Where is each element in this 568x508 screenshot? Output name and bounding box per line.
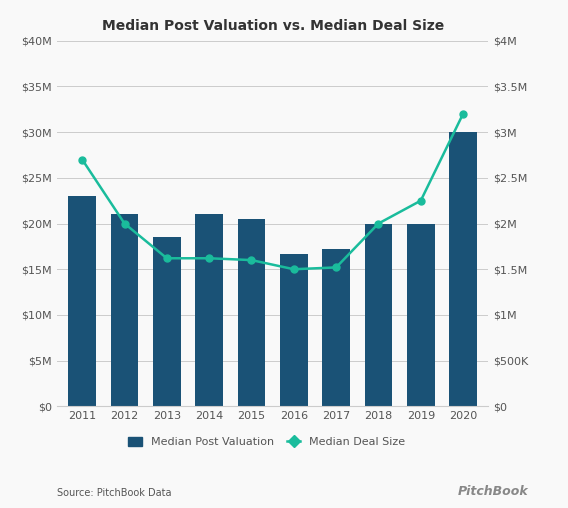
Text: PitchBook: PitchBook — [457, 485, 528, 498]
Legend: Median Post Valuation, Median Deal Size: Median Post Valuation, Median Deal Size — [124, 432, 410, 452]
Bar — [153, 237, 181, 406]
Title: Median Post Valuation vs. Median Deal Size: Median Post Valuation vs. Median Deal Si… — [102, 18, 444, 33]
Bar — [407, 224, 435, 406]
Bar — [280, 253, 307, 406]
Bar — [111, 214, 138, 406]
Bar — [238, 219, 265, 406]
Bar — [68, 196, 96, 406]
Bar — [449, 132, 477, 406]
Text: Source: PitchBook Data: Source: PitchBook Data — [57, 488, 172, 498]
Bar — [195, 214, 223, 406]
Bar — [323, 249, 350, 406]
Bar — [365, 224, 392, 406]
